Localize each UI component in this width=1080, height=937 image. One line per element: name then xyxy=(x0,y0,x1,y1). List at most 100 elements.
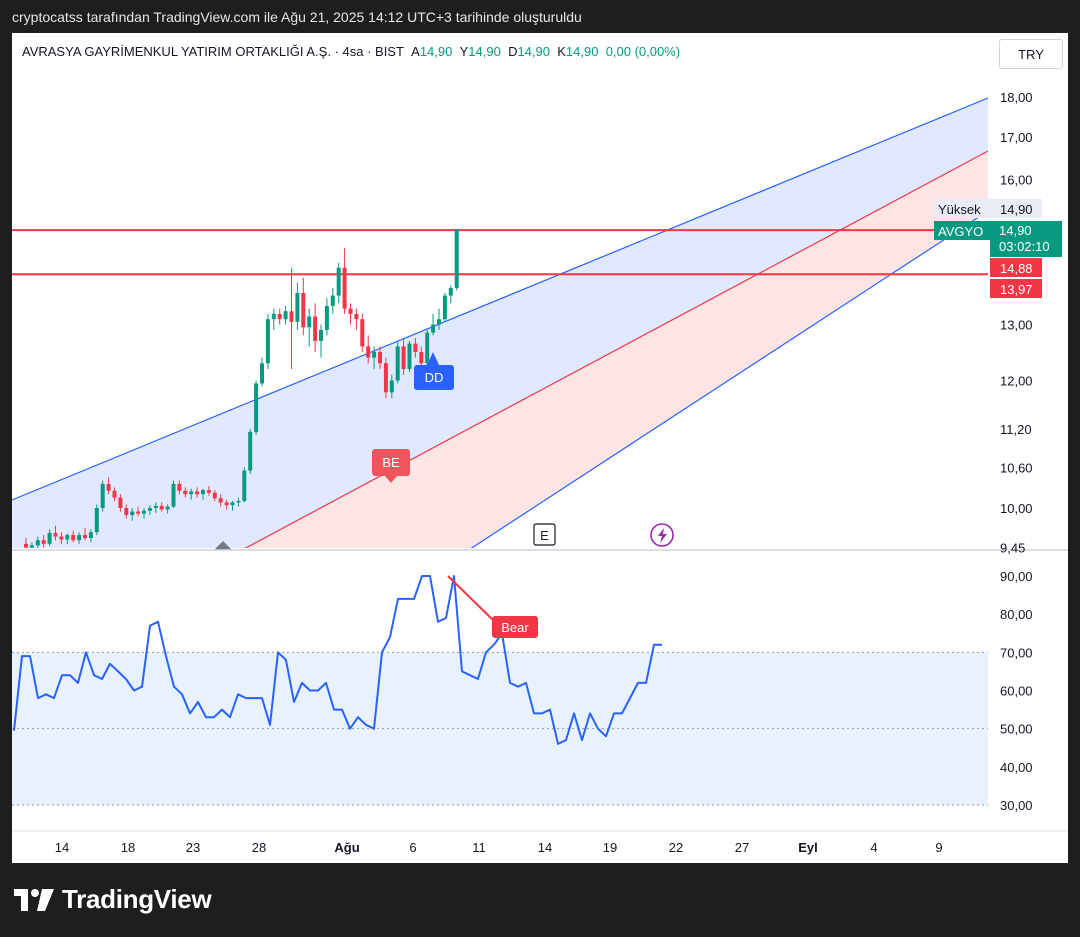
candle-body xyxy=(24,543,28,548)
price-pane[interactable] xyxy=(12,97,988,848)
high-tag-value-bg xyxy=(990,199,1042,218)
candle-body xyxy=(230,502,235,506)
candle-body xyxy=(124,508,129,516)
currency-button[interactable]: TRY xyxy=(999,39,1063,69)
price-axis-label: 17,00 xyxy=(1000,130,1033,145)
candle-body xyxy=(159,505,164,510)
candle-body xyxy=(100,483,105,508)
candle-body xyxy=(183,490,188,495)
time-axis-label: 14 xyxy=(538,840,552,855)
last-price-tag-bg[interactable] xyxy=(990,221,1062,257)
price-axis-label: 10,60 xyxy=(1000,460,1033,475)
candle-body xyxy=(153,505,158,508)
line-tag-bg[interactable] xyxy=(990,258,1042,277)
candle-body xyxy=(65,535,70,540)
high-tag-label-bg xyxy=(934,199,990,218)
candle-body xyxy=(242,470,247,502)
candle-body xyxy=(29,545,34,548)
candle-body xyxy=(301,292,306,328)
line-tag-value: 14,88 xyxy=(1000,261,1033,276)
symbol-legend[interactable]: AVRASYA GAYRİMENKUL YATIRIM ORTAKLIĞI A.… xyxy=(22,44,680,59)
dd-marker-label: DD xyxy=(425,370,444,385)
candle-body xyxy=(53,532,58,537)
time-axis-label: Eyl xyxy=(798,840,818,855)
candle-body xyxy=(195,491,200,495)
candle-body xyxy=(248,431,253,471)
close-value: 14,90 xyxy=(565,44,599,59)
rsi-axis-label: 40,00 xyxy=(1000,760,1033,775)
bear-label-bg[interactable] xyxy=(492,616,538,638)
candle-body xyxy=(41,540,46,544)
candle-body xyxy=(112,490,117,498)
candle-body xyxy=(324,305,329,330)
time-axis-label: 22 xyxy=(669,840,683,855)
candle-body xyxy=(171,483,176,507)
candle-body xyxy=(236,501,241,503)
candle-body xyxy=(289,311,294,322)
tradingview-logo[interactable]: TradingView xyxy=(14,884,212,915)
be-marker-bg[interactable] xyxy=(372,449,410,476)
candle-body xyxy=(401,346,406,369)
candle-body xyxy=(189,491,194,495)
candle-body xyxy=(201,490,205,495)
price-axis-label: 10,00 xyxy=(1000,501,1033,516)
earnings-marker-label: E xyxy=(540,528,549,543)
symbol-name[interactable]: AVRASYA GAYRİMENKUL YATIRIM ORTAKLIĞI A.… xyxy=(22,44,404,59)
earnings-marker[interactable] xyxy=(533,523,556,546)
candle-body xyxy=(407,343,412,369)
price-axis-label: 11,20 xyxy=(1000,422,1032,437)
candle-body xyxy=(218,498,223,503)
time-axis-label: 9 xyxy=(935,840,942,855)
rsi-axis-label: 30,00 xyxy=(1000,798,1033,813)
pattern-triangle-icon xyxy=(214,541,232,550)
candle-body xyxy=(348,308,353,314)
candle-body xyxy=(431,324,436,333)
rsi-axis-label: 60,00 xyxy=(1000,684,1033,699)
candle-body xyxy=(47,532,52,544)
candle-body xyxy=(448,287,453,296)
channel-bottom-line xyxy=(470,210,988,548)
candle-body xyxy=(130,511,135,516)
candle-body xyxy=(419,351,424,364)
candle-body xyxy=(142,510,146,514)
candle-body xyxy=(354,313,359,320)
rsi-line[interactable] xyxy=(13,575,662,745)
brand-name: TradingView xyxy=(62,884,212,914)
high-tag-label: Yüksek xyxy=(938,202,981,217)
dd-marker-pointer xyxy=(427,352,439,365)
time-axis-label: 6 xyxy=(409,840,416,855)
candle-body xyxy=(118,497,123,508)
candle-body xyxy=(295,292,300,322)
candle-body xyxy=(177,483,182,491)
time-axis-label: 27 xyxy=(735,840,749,855)
be-marker-label: BE xyxy=(382,455,400,470)
candle-body xyxy=(378,351,382,364)
rsi-axis-label: 70,00 xyxy=(1000,645,1033,660)
lightning-icon xyxy=(658,528,667,543)
rsi-axis-label: 90,00 xyxy=(1000,569,1033,584)
candle-body xyxy=(71,535,76,541)
candle-body xyxy=(224,502,229,506)
candle-body xyxy=(59,536,64,540)
candle-body xyxy=(165,506,170,510)
candle-body xyxy=(260,363,264,384)
chart-frame[interactable]: BE DD E Bear 18,00 17,00 16,00 13,00 12,00 11,20 1… xyxy=(12,33,1068,863)
be-marker-pointer xyxy=(385,476,397,483)
candle-body xyxy=(94,508,99,533)
rsi-axis-label: 80,00 xyxy=(1000,607,1033,622)
tradingview-logo-icon xyxy=(14,888,54,911)
candle-body xyxy=(106,483,111,491)
symbol-tag-label: AVGYO xyxy=(938,224,983,239)
candle-body xyxy=(454,229,459,288)
channel-mid-line xyxy=(244,150,988,548)
dd-marker-bg[interactable] xyxy=(414,365,454,390)
low-key: D xyxy=(508,44,518,59)
last-price-value: 14,90 xyxy=(999,223,1032,238)
bar-countdown: 03:02:10 xyxy=(999,239,1050,254)
line-tag-bg[interactable] xyxy=(990,279,1042,298)
candle-body xyxy=(372,351,377,358)
price-axis-label: 18,00 xyxy=(1000,90,1033,105)
channel-upper-fill xyxy=(12,98,988,548)
chart-svg[interactable]: BE DD E Bear 18,00 17,00 16,00 13,00 12,00 11,20 1… xyxy=(12,33,1068,863)
candle-body xyxy=(366,346,371,358)
